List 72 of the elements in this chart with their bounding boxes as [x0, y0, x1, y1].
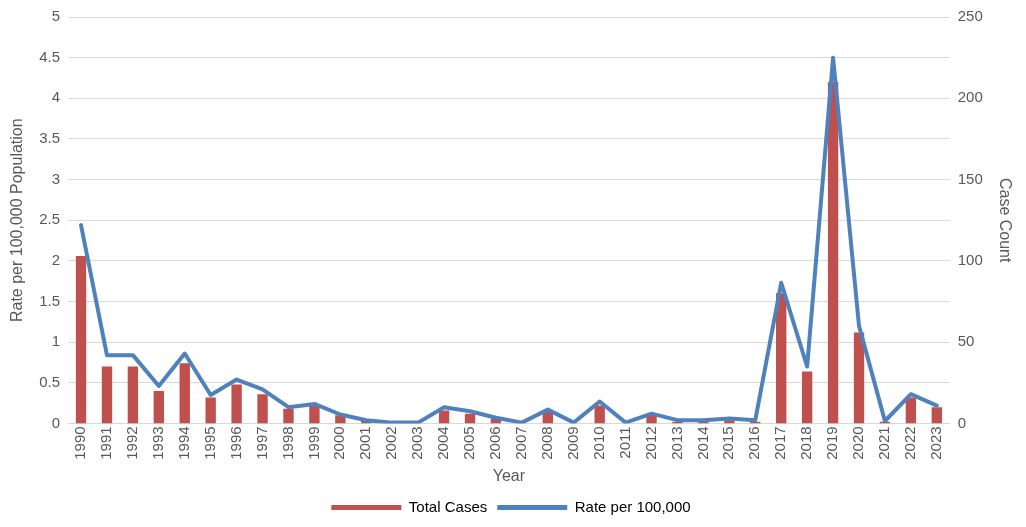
x-tick-label: 2003 [408, 426, 426, 460]
bar [801, 371, 813, 424]
y-tick-label: 5 [51, 7, 61, 25]
x-axis-title: Year [492, 466, 526, 484]
y2-tick-label: 200 [957, 88, 983, 106]
x-tick-label: 2015 [719, 426, 737, 460]
y-tick-label: 0.5 [39, 372, 61, 390]
x-tick-label: 2007 [512, 426, 530, 460]
x-tick-label: 1997 [252, 426, 270, 460]
bar [438, 410, 450, 424]
x-tick-label: 1994 [174, 426, 192, 460]
y2-axis-title: Case Count [996, 177, 1014, 264]
y-tick-label: 1.5 [39, 291, 61, 309]
x-tick-label: 2016 [745, 426, 763, 460]
x-tick-label: 2013 [667, 426, 685, 460]
bar [231, 384, 242, 424]
x-tick-label: 1996 [226, 426, 244, 460]
x-tick-label: 2004 [434, 426, 452, 460]
bar [257, 394, 268, 424]
x-tick-label: 2021 [875, 426, 893, 460]
y-tick-label: 3 [51, 169, 61, 187]
bar [75, 255, 87, 424]
x-tick-label: 1998 [278, 426, 296, 460]
bar [905, 397, 917, 424]
y2-tick-label: 0 [957, 413, 967, 431]
x-tick-label: 2018 [797, 426, 815, 460]
x-tick-label: 2022 [901, 426, 919, 460]
x-tick-label: 1995 [200, 426, 218, 460]
y2-tick-label: 50 [957, 332, 975, 350]
y2-tick-label: 150 [957, 169, 983, 187]
bar [931, 407, 942, 424]
x-tick-label: 2014 [693, 426, 711, 460]
bar [127, 366, 139, 424]
x-tick-label: 2020 [849, 426, 867, 460]
bar [205, 397, 216, 424]
x-tick-label: 2000 [330, 426, 348, 460]
x-tick-label: 2012 [641, 426, 659, 460]
bar [853, 332, 865, 424]
bar [309, 405, 320, 424]
y-axis-title: Rate per 100,000 Population [8, 118, 26, 323]
x-tick-label: 1993 [148, 426, 166, 460]
y-tick-label: 4 [51, 88, 61, 106]
x-tick-label: 1991 [97, 426, 115, 460]
bar [153, 390, 164, 424]
legend-label: Total Cases [408, 497, 488, 515]
x-tick-label: 2009 [563, 426, 581, 460]
legend-label: Rate per 100,000 [574, 497, 691, 515]
y2-tick-label: 250 [957, 7, 983, 25]
bar [101, 366, 113, 424]
x-tick-label: 2005 [460, 426, 478, 460]
x-tick-label: 2006 [486, 426, 504, 460]
x-tick-label: 2023 [926, 426, 944, 460]
x-tick-label: 1990 [71, 426, 89, 460]
x-tick-label: 2001 [356, 426, 374, 460]
x-tick-label: 2011 [615, 426, 633, 459]
y2-tick-label: 100 [957, 251, 983, 268]
x-tick-label: 1999 [304, 426, 322, 460]
bar [179, 363, 190, 424]
x-tick-label: 1992 [123, 426, 141, 460]
y-tick-label: 3.5 [39, 129, 61, 147]
bar [594, 405, 605, 424]
y-tick-label: 1 [51, 332, 61, 350]
x-tick-label: 2008 [537, 426, 555, 460]
y-tick-label: 2 [51, 251, 61, 268]
x-tick-label: 2010 [589, 426, 607, 460]
y-tick-label: 2.5 [39, 210, 61, 228]
x-tick-label: 2017 [771, 426, 789, 460]
y-tick-label: 4.5 [39, 47, 61, 65]
x-tick-label: 2019 [823, 426, 841, 460]
bar [283, 408, 294, 424]
y-tick-label: 0 [51, 413, 61, 431]
x-tick-label: 2002 [382, 426, 400, 460]
